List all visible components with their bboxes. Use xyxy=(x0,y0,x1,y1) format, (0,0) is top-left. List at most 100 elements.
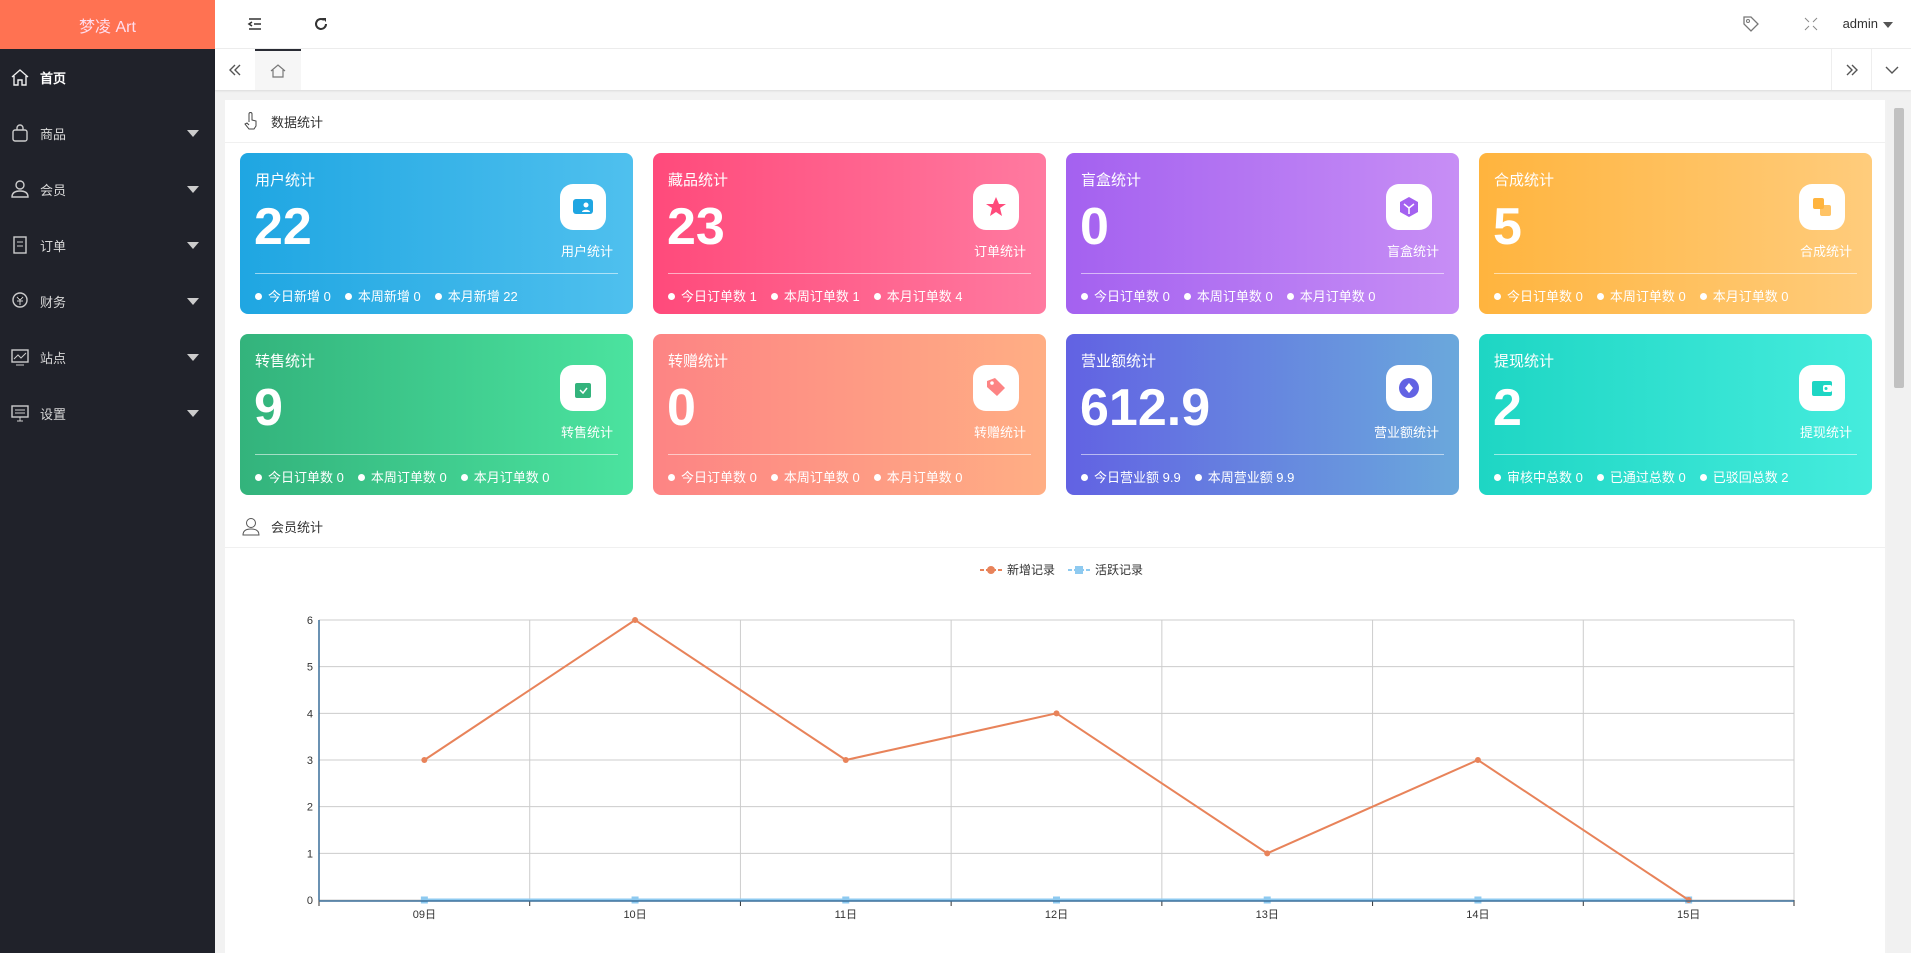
pointer-hand-icon xyxy=(244,112,257,130)
y-tick-label: 6 xyxy=(307,615,313,627)
sidebar-item-0[interactable]: 首页 xyxy=(0,49,215,105)
card-stat: 本周订单数 1 xyxy=(771,286,860,305)
card-icon-box xyxy=(560,365,606,411)
tab-home[interactable] xyxy=(255,49,301,90)
stat-card: 合成统计 5 合成统计 今日订单数 0 本周订单数 0 本月订单数 0 xyxy=(1479,153,1872,314)
sidebar: 梦凌 Art 首页 商品 会员 订单 财务 站点 设置 xyxy=(0,0,215,953)
y-tick-label: 0 xyxy=(307,895,313,907)
section-title: 会员统计 xyxy=(271,519,324,535)
tag-icon[interactable] xyxy=(1741,14,1761,34)
card-stats: 今日订单数 0 本周订单数 0 本月订单数 0 xyxy=(1081,286,1376,305)
x-tick-label: 10日 xyxy=(623,909,646,921)
data-point xyxy=(1263,896,1271,904)
divider xyxy=(668,273,1031,274)
card-value: 2 xyxy=(1493,379,1522,437)
merge-icon xyxy=(1813,198,1831,216)
y-tick-label: 3 xyxy=(307,755,313,767)
sidebar-item-5[interactable]: 站点 xyxy=(0,329,215,385)
user-icon xyxy=(11,180,29,198)
star-icon xyxy=(986,197,1006,216)
shopping-bag-icon xyxy=(575,376,591,398)
card-icon-label: 订单统计 xyxy=(973,244,1026,259)
card-icon-label: 用户统计 xyxy=(560,244,613,259)
divider xyxy=(668,454,1031,455)
legend-label: 新增记录 xyxy=(1007,562,1055,577)
sidebar-item-label: 商品 xyxy=(40,126,67,142)
card-title: 用户统计 xyxy=(255,172,316,189)
double-chevron-right-icon xyxy=(1846,64,1858,75)
dashboard-panel: 数据统计 用户统计 22 用户统计 今日新增 0 本周新增 0 本月新增 22 藏品统… xyxy=(225,100,1885,953)
sidebar-item-2[interactable]: 会员 xyxy=(0,161,215,217)
card-stat: 本月订单数 4 xyxy=(874,286,963,305)
card-stat: 本月新增 22 xyxy=(435,286,518,305)
tabs-scroll-right-button[interactable] xyxy=(1831,49,1871,90)
card-value: 0 xyxy=(667,379,696,437)
data-point xyxy=(842,896,850,904)
card-stat: 今日订单数 0 xyxy=(1081,286,1170,305)
card-title: 营业额统计 xyxy=(1081,353,1157,370)
card-stat: 已驳回总数 2 xyxy=(1700,467,1789,486)
divider xyxy=(255,454,618,455)
card-stat: 本周订单数 0 xyxy=(771,467,860,486)
refresh-icon[interactable] xyxy=(311,14,331,34)
card-icon-box xyxy=(1386,365,1432,411)
card-icon-box xyxy=(973,365,1019,411)
data-point xyxy=(1053,710,1060,717)
card-stat: 本周订单数 0 xyxy=(1184,286,1273,305)
card-icon-label: 转售统计 xyxy=(560,425,613,440)
card-stats: 今日营业额 9.9 本周营业额 9.9 xyxy=(1081,467,1294,486)
card-stat: 本周营业额 9.9 xyxy=(1195,467,1295,486)
card-icon-label: 合成统计 xyxy=(1799,244,1852,259)
tabs-scroll-left-button[interactable] xyxy=(215,49,255,90)
sidebar-item-1[interactable]: 商品 xyxy=(0,105,215,161)
stat-card: 藏品统计 23 订单统计 今日订单数 1 本周订单数 1 本月订单数 4 xyxy=(653,153,1046,314)
top-header: admin xyxy=(215,0,1911,49)
card-stats: 今日订单数 0 本周订单数 0 本月订单数 0 xyxy=(255,467,550,486)
x-tick-label: 13日 xyxy=(1256,909,1279,921)
card-stat: 今日新增 0 xyxy=(255,286,331,305)
divider xyxy=(1494,454,1857,455)
card-value: 0 xyxy=(1080,198,1109,256)
card-stats: 审核中总数 0 已通过总数 0 已驳回总数 2 xyxy=(1494,467,1789,486)
card-stats: 今日新增 0 本周新增 0 本月新增 22 xyxy=(255,286,518,305)
member-chart: 0 1 2 3 4 5 6 09日 10日 11日 12日 13日 14日 15日 新增记录 活跃记录 xyxy=(225,548,1885,948)
sidebar-item-4[interactable]: 财务 xyxy=(0,273,215,329)
card-value: 612.9 xyxy=(1080,379,1211,437)
card-icon-label: 盲盒统计 xyxy=(1386,244,1439,259)
data-point xyxy=(1053,896,1060,904)
card-stat: 本周订单数 0 xyxy=(358,467,447,486)
sidebar-item-label: 首页 xyxy=(40,70,67,86)
stat-card: 用户统计 22 用户统计 今日新增 0 本周新增 0 本月新增 22 xyxy=(240,153,633,314)
double-chevron-left-icon xyxy=(229,64,241,75)
monitor-icon xyxy=(11,405,29,422)
card-stat: 审核中总数 0 xyxy=(1494,467,1583,486)
user-folder-icon xyxy=(573,199,593,214)
card-value: 23 xyxy=(667,198,725,256)
y-tick-label: 5 xyxy=(307,662,313,674)
home-icon xyxy=(270,63,286,78)
x-tick-label: 12日 xyxy=(1045,909,1068,921)
card-title: 转售统计 xyxy=(255,353,316,370)
scrollbar[interactable] xyxy=(1887,100,1911,953)
card-stat: 本月订单数 0 xyxy=(874,467,963,486)
section-title: 数据统计 xyxy=(271,114,324,130)
card-icon-label: 营业额统计 xyxy=(1373,425,1439,440)
sidebar-item-6[interactable]: 设置 xyxy=(0,385,215,441)
scrollbar-thumb[interactable] xyxy=(1894,108,1904,388)
card-stat: 本月订单数 0 xyxy=(1700,286,1789,305)
divider xyxy=(1081,273,1444,274)
tabs-dropdown-button[interactable] xyxy=(1871,49,1911,90)
legend-label: 活跃记录 xyxy=(1095,563,1143,577)
menu-fold-icon[interactable] xyxy=(245,14,265,34)
card-title: 转赠统计 xyxy=(668,353,729,370)
caret-down-icon xyxy=(187,186,199,193)
data-point xyxy=(842,757,849,763)
legend-marker xyxy=(1075,566,1083,574)
user-menu[interactable]: admin xyxy=(1843,16,1893,31)
card-stat: 本周新增 0 xyxy=(345,286,421,305)
data-point xyxy=(1474,896,1482,904)
data-point xyxy=(420,896,428,904)
card-stat: 已通过总数 0 xyxy=(1597,467,1686,486)
sidebar-item-3[interactable]: 订单 xyxy=(0,217,215,273)
fullscreen-icon[interactable] xyxy=(1801,14,1821,34)
